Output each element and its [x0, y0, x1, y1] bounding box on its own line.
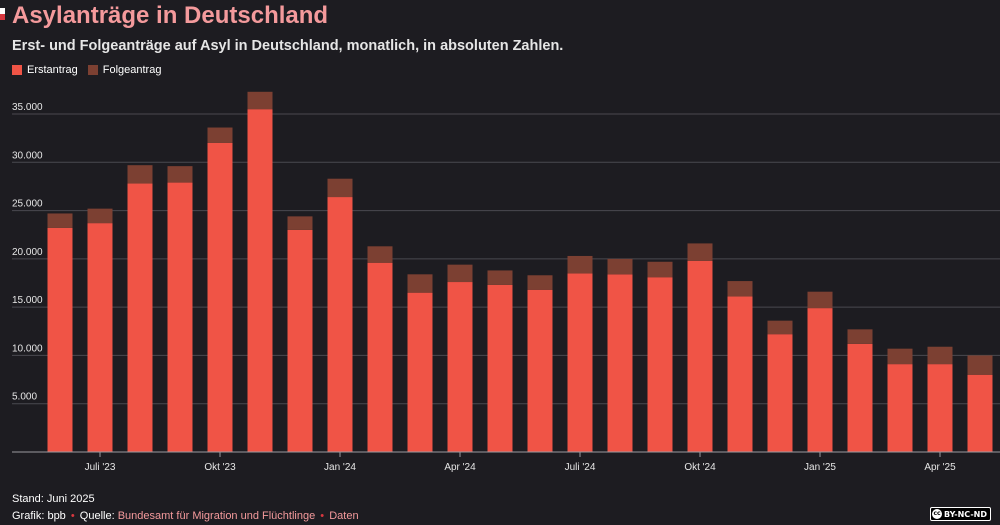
bar-erstantrag — [807, 308, 833, 452]
bar-chart: 5.000 10.000 15.000 20.000 25.000 30.000 35.00… — [12, 91, 1000, 473]
credit-grafik: Grafik: bpb — [12, 510, 66, 522]
bar-erstantrag — [207, 142, 233, 452]
legend: Erstantrag Folgeantrag — [12, 64, 161, 76]
bar-erstantrag — [287, 229, 313, 452]
x-tick-label: Apr '25 — [924, 462, 956, 473]
license-label: BY-NC-ND — [944, 509, 988, 519]
legend-swatch-folgeantrag — [87, 65, 98, 75]
bar-folgeantrag — [847, 329, 873, 344]
legend-label-erstantrag: Erstantrag — [27, 64, 78, 76]
x-tick-label: Jan '24 — [324, 462, 356, 473]
bar-erstantrag — [367, 262, 393, 452]
bar-erstantrag — [47, 227, 73, 452]
legend-item-erstantrag[interactable]: Erstantrag — [12, 64, 78, 76]
bar-erstantrag — [927, 364, 953, 452]
bar-folgeantrag — [927, 346, 953, 365]
bar-erstantrag — [407, 292, 433, 452]
bar-erstantrag — [767, 334, 793, 452]
x-tick-label: Jan '25 — [804, 462, 836, 473]
license-badge[interactable]: cc BY-NC-ND — [930, 507, 992, 521]
brand-flag — [0, 8, 5, 20]
bar-erstantrag — [247, 109, 273, 453]
bar-erstantrag — [87, 223, 113, 452]
y-tick-label: 10.000 — [12, 343, 43, 354]
bar-folgeantrag — [487, 270, 513, 285]
footer-source: Grafik: bpb • Quelle: Bundesamt für Migr… — [12, 510, 359, 522]
bar-folgeantrag — [327, 178, 353, 198]
bar-folgeantrag — [607, 258, 633, 275]
bar-erstantrag — [887, 364, 913, 452]
separator: • — [320, 510, 325, 522]
bar-folgeantrag — [287, 216, 313, 230]
bar-erstantrag — [567, 273, 593, 452]
bar-folgeantrag — [407, 274, 433, 293]
bar-folgeantrag — [727, 281, 753, 297]
bar-erstantrag — [327, 197, 353, 452]
bar-folgeantrag — [207, 127, 233, 143]
bar-folgeantrag — [887, 348, 913, 365]
bar-folgeantrag — [87, 208, 113, 224]
legend-label-folgeantrag: Folgeantrag — [102, 64, 162, 76]
y-tick-label: 20.000 — [12, 247, 43, 258]
bar-folgeantrag — [767, 320, 793, 335]
bar-folgeantrag — [127, 165, 153, 184]
bar-folgeantrag — [647, 261, 673, 278]
x-tick-label: Apr '24 — [444, 462, 476, 473]
data-link[interactable]: Daten — [329, 510, 359, 522]
y-tick-label: 35.000 — [12, 102, 43, 113]
bar-folgeantrag — [567, 255, 593, 274]
bar-folgeantrag — [167, 166, 193, 183]
y-tick-label: 30.000 — [12, 150, 43, 161]
bar-erstantrag — [527, 289, 553, 452]
bar-erstantrag — [447, 282, 473, 452]
y-tick-label: 15.000 — [12, 295, 43, 306]
bar-erstantrag — [687, 260, 713, 452]
x-tick-label: Okt '24 — [684, 462, 716, 473]
bar-erstantrag — [167, 182, 193, 452]
bar-erstantrag — [647, 277, 673, 452]
bar-folgeantrag — [967, 355, 993, 375]
cc-icon: cc — [932, 509, 942, 519]
separator: • — [70, 510, 75, 522]
bar-folgeantrag — [687, 243, 713, 261]
bar-folgeantrag — [447, 264, 473, 283]
bar-erstantrag — [727, 296, 753, 452]
bar-erstantrag — [967, 374, 993, 452]
bar-folgeantrag — [527, 275, 553, 290]
footer-stand: Stand: Juni 2025 — [12, 493, 95, 505]
bar-folgeantrag — [247, 91, 273, 110]
legend-item-folgeantrag[interactable]: Folgeantrag — [87, 64, 162, 76]
x-tick-label: Okt '23 — [204, 462, 236, 473]
bar-erstantrag — [847, 343, 873, 452]
legend-swatch-erstantrag — [12, 65, 22, 75]
bar-erstantrag — [487, 284, 513, 452]
y-tick-label: 5.000 — [12, 392, 37, 403]
chart-title: Asylanträge in Deutschland — [12, 2, 329, 29]
bar-erstantrag — [127, 183, 153, 452]
bar-folgeantrag — [807, 291, 833, 309]
bar-folgeantrag — [47, 213, 73, 228]
x-tick-label: Juli '24 — [565, 462, 596, 473]
credit-quelle-prefix: Quelle: — [79, 510, 118, 522]
x-tick-label: Juli '23 — [85, 462, 116, 473]
bar-erstantrag — [607, 274, 633, 452]
chart-subtitle: Erst- und Folgeanträge auf Asyl in Deuts… — [12, 38, 564, 54]
y-tick-label: 25.000 — [12, 199, 43, 210]
bar-folgeantrag — [367, 246, 393, 263]
source-link[interactable]: Bundesamt für Migration und Flüchtlinge — [117, 510, 316, 522]
